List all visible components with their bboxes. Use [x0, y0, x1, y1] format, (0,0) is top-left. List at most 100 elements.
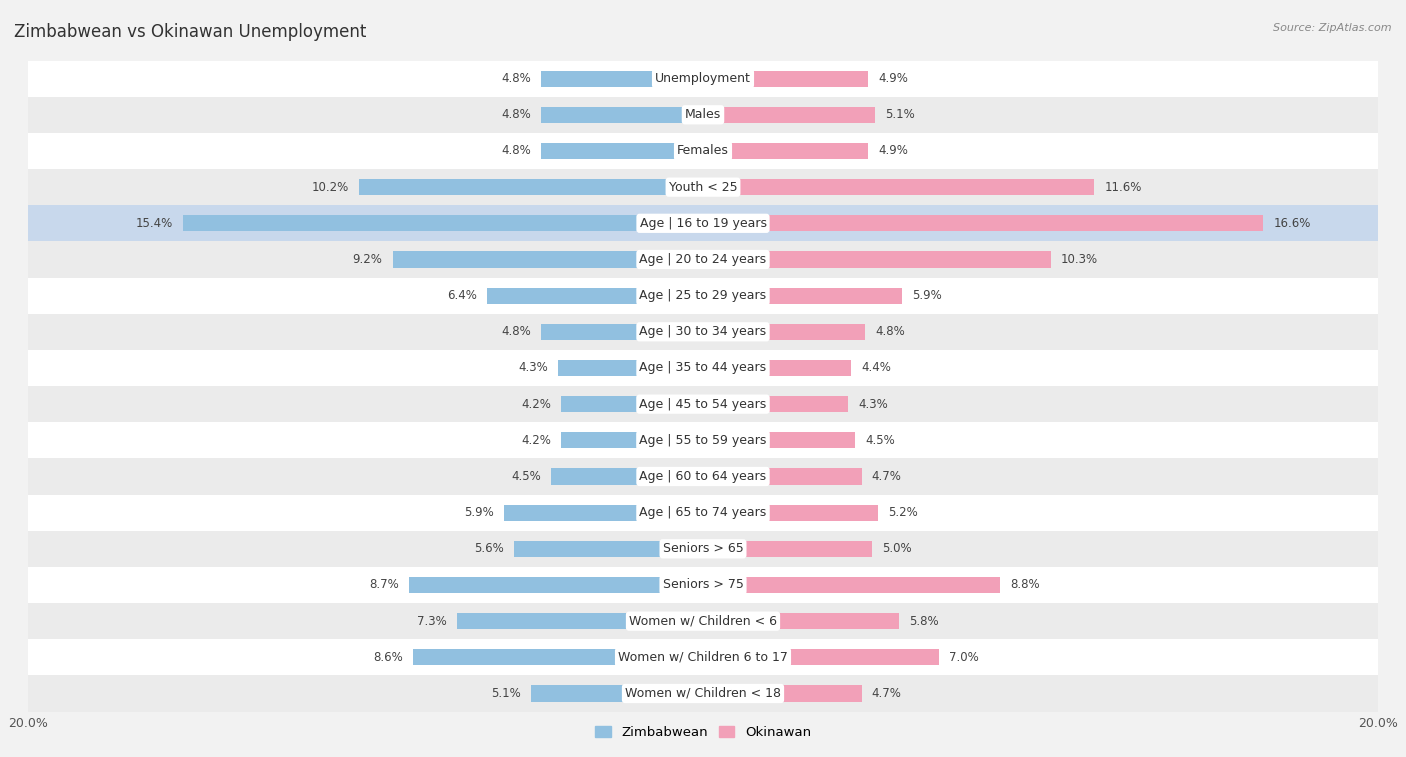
- Text: 15.4%: 15.4%: [136, 217, 173, 230]
- Text: 6.4%: 6.4%: [447, 289, 477, 302]
- Text: 8.6%: 8.6%: [373, 651, 402, 664]
- Text: 11.6%: 11.6%: [1105, 181, 1142, 194]
- Text: 5.1%: 5.1%: [491, 687, 520, 700]
- Bar: [28, 459, 1378, 494]
- Bar: [28, 675, 1378, 712]
- Text: Youth < 25: Youth < 25: [669, 181, 737, 194]
- Bar: [703, 179, 1094, 195]
- Text: 4.3%: 4.3%: [517, 362, 548, 375]
- Text: 5.1%: 5.1%: [886, 108, 915, 121]
- Text: 4.7%: 4.7%: [872, 687, 901, 700]
- Text: 5.6%: 5.6%: [474, 542, 503, 556]
- Text: 4.8%: 4.8%: [501, 326, 531, 338]
- Text: 4.8%: 4.8%: [501, 145, 531, 157]
- Text: Age | 16 to 19 years: Age | 16 to 19 years: [640, 217, 766, 230]
- Bar: [541, 324, 703, 340]
- Text: Source: ZipAtlas.com: Source: ZipAtlas.com: [1274, 23, 1392, 33]
- Bar: [413, 650, 703, 665]
- Bar: [28, 169, 1378, 205]
- Text: 8.7%: 8.7%: [370, 578, 399, 591]
- Bar: [28, 278, 1378, 313]
- Bar: [503, 504, 703, 521]
- Bar: [28, 350, 1378, 386]
- Bar: [703, 396, 848, 413]
- Bar: [703, 360, 852, 376]
- Text: 4.2%: 4.2%: [522, 434, 551, 447]
- Bar: [703, 469, 862, 484]
- Text: Age | 45 to 54 years: Age | 45 to 54 years: [640, 397, 766, 410]
- Bar: [457, 613, 703, 629]
- Text: 5.2%: 5.2%: [889, 506, 918, 519]
- Text: 4.8%: 4.8%: [875, 326, 905, 338]
- Text: 4.3%: 4.3%: [858, 397, 889, 410]
- Bar: [561, 432, 703, 448]
- Bar: [703, 577, 1000, 593]
- Text: 4.5%: 4.5%: [865, 434, 894, 447]
- Bar: [551, 469, 703, 484]
- Text: Age | 60 to 64 years: Age | 60 to 64 years: [640, 470, 766, 483]
- Bar: [541, 107, 703, 123]
- Bar: [703, 251, 1050, 268]
- Bar: [703, 107, 875, 123]
- Text: 4.7%: 4.7%: [872, 470, 901, 483]
- Text: 4.8%: 4.8%: [501, 108, 531, 121]
- Bar: [28, 386, 1378, 422]
- Text: 10.2%: 10.2%: [312, 181, 349, 194]
- Bar: [531, 685, 703, 702]
- Bar: [515, 540, 703, 557]
- Bar: [28, 567, 1378, 603]
- Bar: [703, 685, 862, 702]
- Bar: [392, 251, 703, 268]
- Bar: [703, 504, 879, 521]
- Text: Age | 30 to 34 years: Age | 30 to 34 years: [640, 326, 766, 338]
- Bar: [703, 143, 869, 159]
- Bar: [703, 288, 903, 304]
- Bar: [28, 61, 1378, 97]
- Bar: [359, 179, 703, 195]
- Text: Women w/ Children 6 to 17: Women w/ Children 6 to 17: [619, 651, 787, 664]
- Bar: [28, 494, 1378, 531]
- Text: Females: Females: [678, 145, 728, 157]
- Text: Males: Males: [685, 108, 721, 121]
- Text: Unemployment: Unemployment: [655, 72, 751, 85]
- Text: Women w/ Children < 6: Women w/ Children < 6: [628, 615, 778, 628]
- Text: 7.0%: 7.0%: [949, 651, 979, 664]
- Text: 5.0%: 5.0%: [882, 542, 911, 556]
- Text: 4.5%: 4.5%: [512, 470, 541, 483]
- Text: Age | 35 to 44 years: Age | 35 to 44 years: [640, 362, 766, 375]
- Bar: [28, 422, 1378, 459]
- Text: Seniors > 75: Seniors > 75: [662, 578, 744, 591]
- Text: 10.3%: 10.3%: [1060, 253, 1098, 266]
- Bar: [28, 97, 1378, 133]
- Text: 4.9%: 4.9%: [879, 72, 908, 85]
- Legend: Zimbabwean, Okinawan: Zimbabwean, Okinawan: [589, 721, 817, 744]
- Bar: [28, 133, 1378, 169]
- Text: Seniors > 65: Seniors > 65: [662, 542, 744, 556]
- Text: 5.8%: 5.8%: [908, 615, 938, 628]
- Bar: [541, 70, 703, 87]
- Bar: [28, 531, 1378, 567]
- Bar: [28, 603, 1378, 639]
- Bar: [28, 205, 1378, 241]
- Text: 16.6%: 16.6%: [1274, 217, 1310, 230]
- Text: Women w/ Children < 18: Women w/ Children < 18: [626, 687, 780, 700]
- Bar: [28, 639, 1378, 675]
- Text: Age | 20 to 24 years: Age | 20 to 24 years: [640, 253, 766, 266]
- Text: Age | 55 to 59 years: Age | 55 to 59 years: [640, 434, 766, 447]
- Bar: [183, 215, 703, 232]
- Bar: [28, 205, 1378, 241]
- Text: 4.8%: 4.8%: [501, 72, 531, 85]
- Bar: [28, 313, 1378, 350]
- Bar: [703, 215, 1263, 232]
- Text: Age | 25 to 29 years: Age | 25 to 29 years: [640, 289, 766, 302]
- Bar: [703, 540, 872, 557]
- Text: 4.4%: 4.4%: [862, 362, 891, 375]
- Bar: [409, 577, 703, 593]
- Bar: [703, 613, 898, 629]
- Text: 7.3%: 7.3%: [416, 615, 447, 628]
- Bar: [561, 396, 703, 413]
- Text: 9.2%: 9.2%: [353, 253, 382, 266]
- Bar: [703, 432, 855, 448]
- Bar: [28, 241, 1378, 278]
- Text: 4.2%: 4.2%: [522, 397, 551, 410]
